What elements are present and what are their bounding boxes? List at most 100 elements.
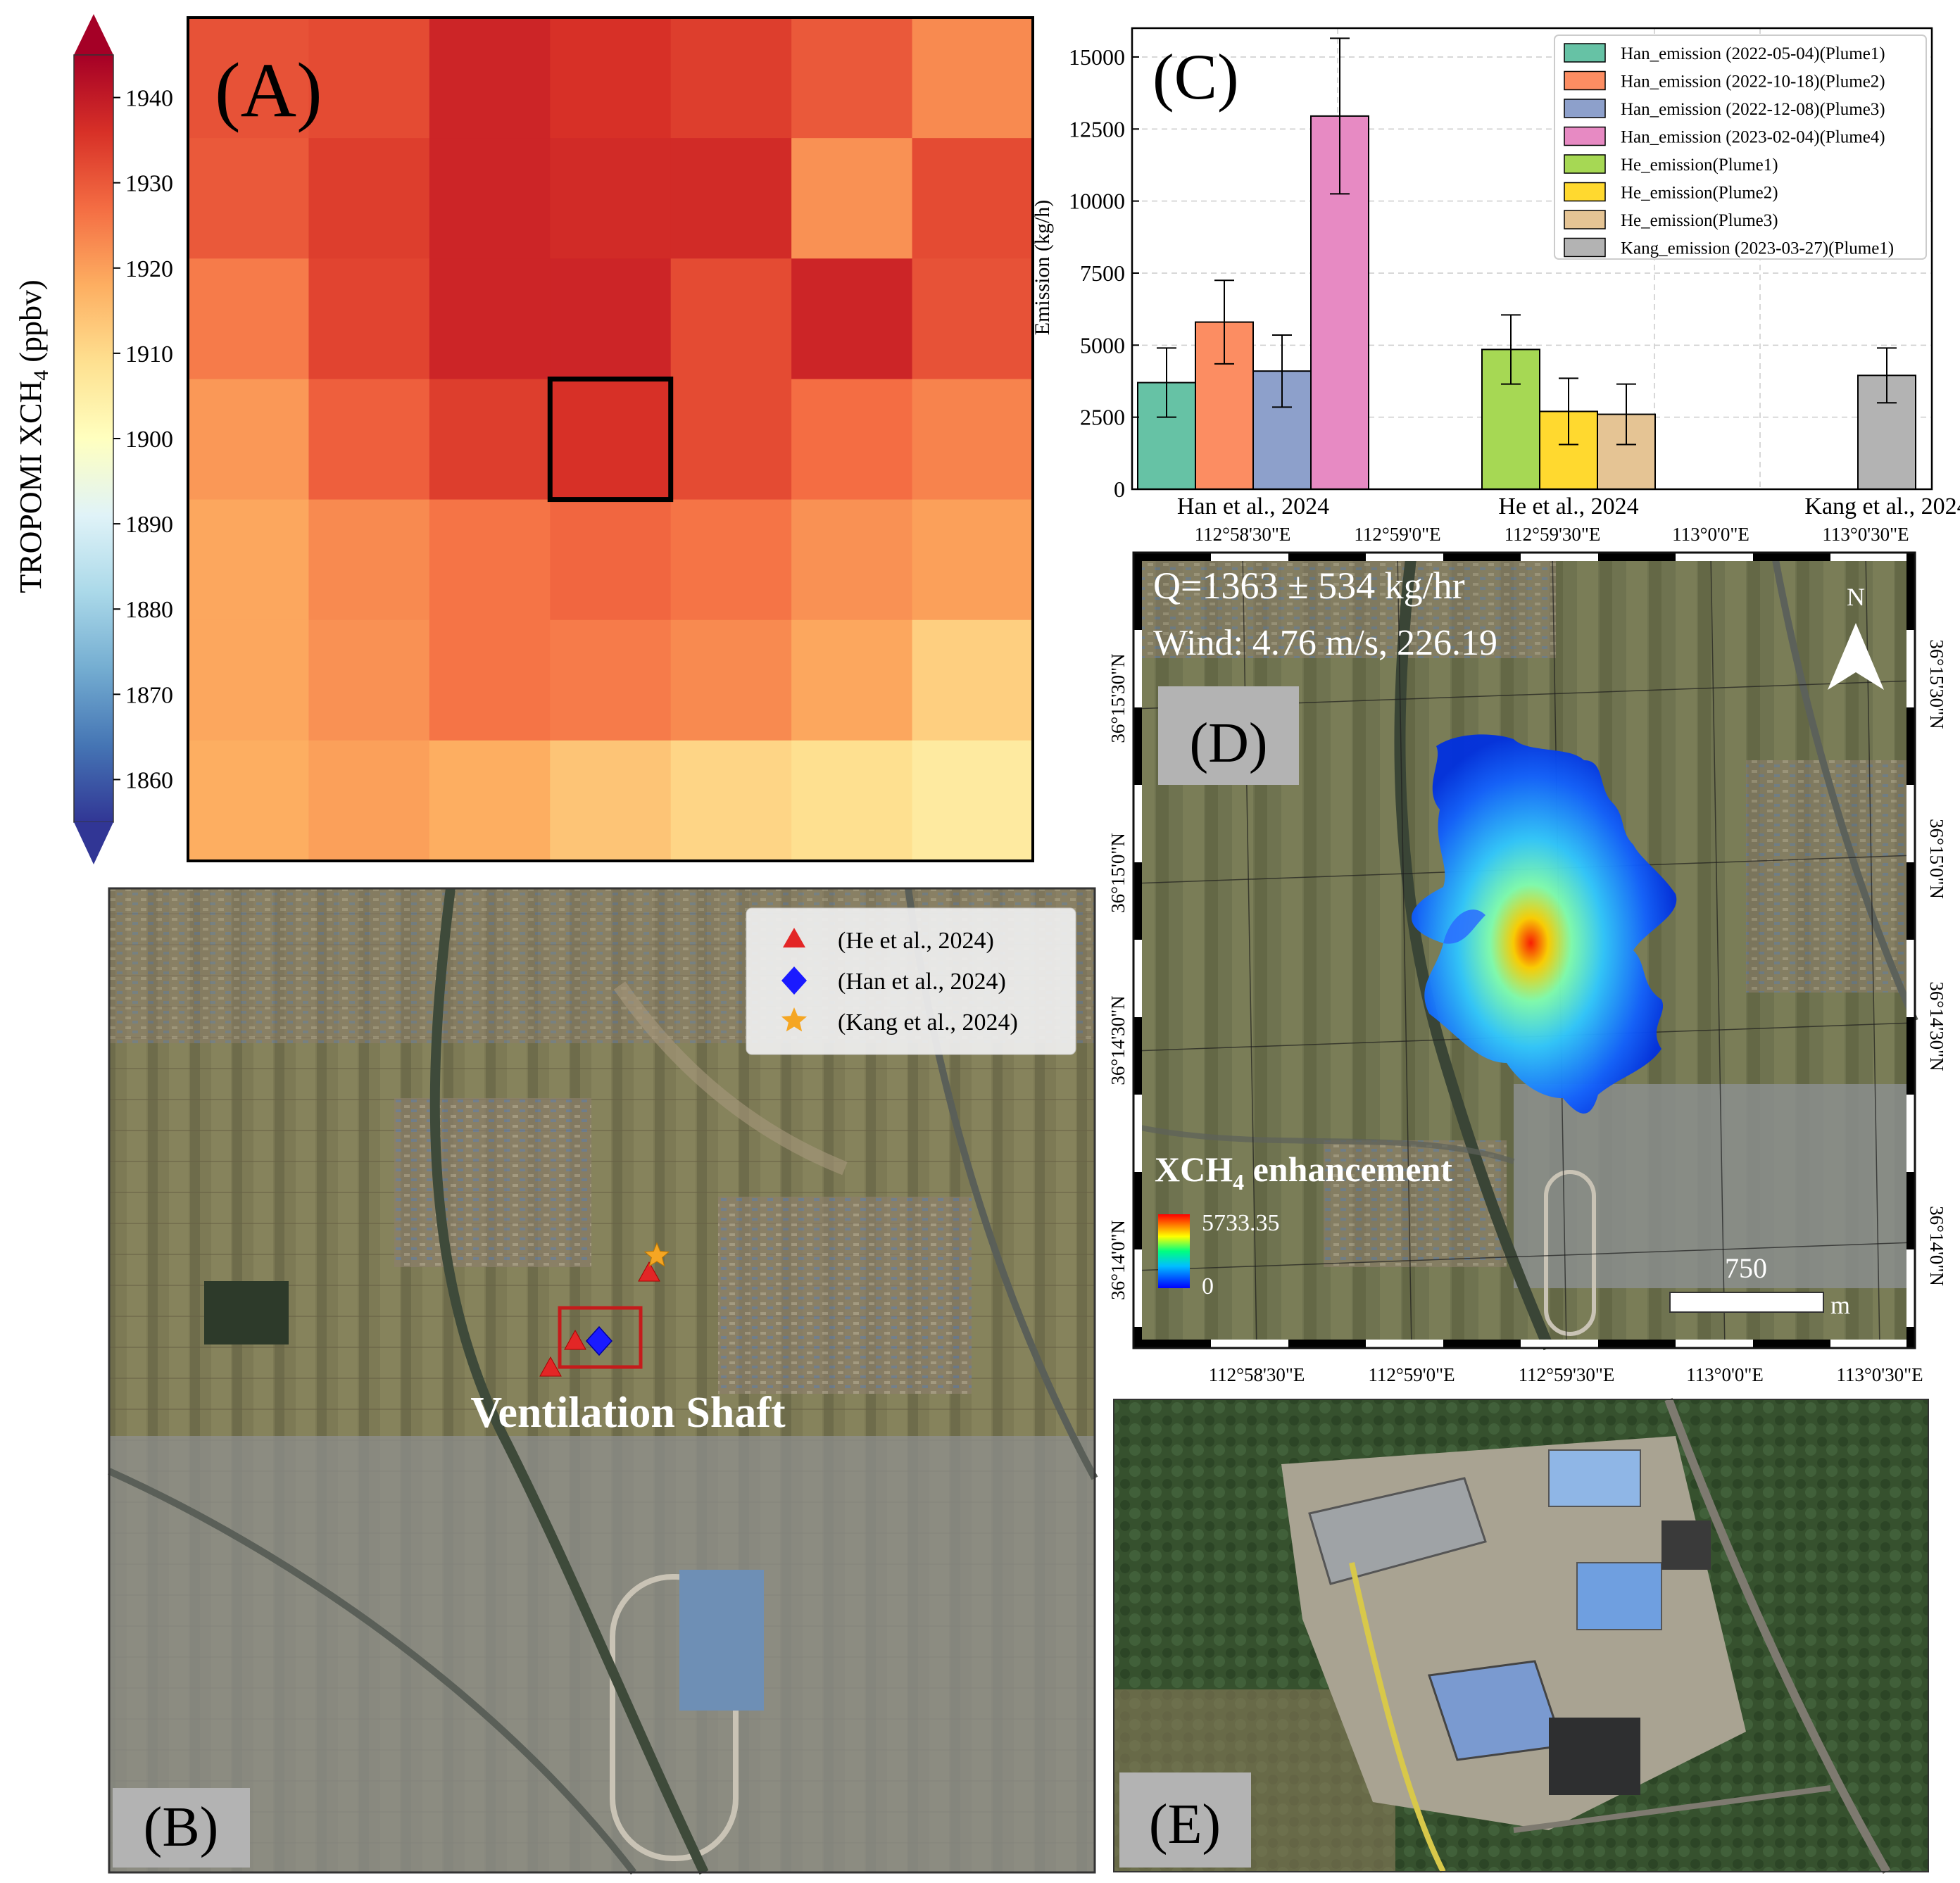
- lat-tick-label-left: 36°15'0"N: [1107, 833, 1129, 913]
- panel-c-label: (C): [1152, 41, 1239, 113]
- bar-chart-group-label: He et al., 2024: [1498, 493, 1638, 519]
- methane-plume-fringe: [1443, 909, 1485, 944]
- bar-chart-frame: [1131, 27, 1933, 491]
- map-d-frame-segment: [1906, 785, 1915, 862]
- map-d-frame-segment: [1133, 1172, 1142, 1249]
- heatmap-cell: [912, 740, 1034, 862]
- satellite-photo-e: [1114, 1397, 1928, 1874]
- heatmap-panel-a: [188, 18, 1034, 862]
- panel-e-label: (E): [1149, 1794, 1221, 1856]
- kang-marker: [643, 1242, 670, 1267]
- map-d-frame-segment: [1906, 1172, 1915, 1249]
- panel-e-label-box: [1119, 1772, 1251, 1868]
- heatmap-cell: [550, 18, 672, 139]
- colorbar: 1860 1870 1880 1890 1900 1910 1920 1930 1940 TRO…: [13, 14, 173, 864]
- colorbar-tick-label: 1910: [125, 341, 173, 367]
- map-d-frame-segment: [1906, 707, 1915, 785]
- heatmap-cell: [550, 138, 672, 259]
- bar-chart-ytick-label: 5000: [1080, 332, 1125, 358]
- map-d-frame-segment: [1906, 1327, 1915, 1348]
- colorbar-tick-label: 1870: [125, 682, 173, 708]
- panel-b-label-box: [113, 1788, 250, 1868]
- map-d-frame-segment: [1366, 1340, 1443, 1348]
- lon-tick-label-top: 112°59'0"E: [1354, 524, 1440, 545]
- photo-e-conveyor: [1349, 1562, 1446, 1873]
- wind-text: Wind: 4.76 m/s, 226.19: [1153, 623, 1497, 663]
- map-d-frame-segment: [1598, 553, 1676, 561]
- heatmap-cell: [429, 379, 551, 500]
- photo-e-dark-block: [1661, 1520, 1711, 1570]
- map-d-frame-segment: [1133, 707, 1142, 785]
- map-d-frame-segment: [1906, 1249, 1915, 1327]
- legend-entry-label: Han_emission (2022-12-08)(Plume3): [1621, 100, 1885, 119]
- map-d-frame-segment: [1830, 553, 1908, 561]
- map-d-frame-segment: [1906, 1017, 1915, 1095]
- photo-e-dark-structure: [1549, 1718, 1640, 1795]
- map-b-road-south: [107, 1468, 636, 1875]
- map-d-frame-segment: [1133, 785, 1142, 862]
- north-arrow-label: N: [1847, 583, 1865, 611]
- map-d-frame-segment: [1133, 553, 1142, 630]
- heatmap-cell: [429, 619, 551, 741]
- enhancement-title: XCH4 enhancement: [1155, 1150, 1452, 1195]
- map-d-frame-segment: [1906, 862, 1915, 940]
- heatmap-cell: [188, 619, 310, 741]
- map-b-track: [610, 1574, 739, 1861]
- heatmap-cell: [429, 258, 551, 380]
- map-d-frame-segment: [1133, 1327, 1142, 1348]
- heatmap-cell: [791, 258, 913, 380]
- heatmap-cell: [308, 499, 430, 621]
- map-d-frame-segment: [1906, 630, 1915, 707]
- heatmap-cell: [308, 18, 430, 139]
- map-d-frame-segment: [1211, 1340, 1288, 1348]
- colorbar-tick-label: 1940: [125, 86, 173, 112]
- heatmap-cell: [912, 258, 1034, 380]
- heatmap-cell: [188, 499, 310, 621]
- heatmap-cell: [791, 499, 913, 621]
- heatmap-cell: [308, 258, 430, 380]
- map-d-frame-segment: [1288, 1340, 1366, 1348]
- map-d-frame-segment: [1906, 940, 1915, 1017]
- bar-chart-group-label: Han et al., 2024: [1177, 493, 1329, 519]
- legend-entry-label: Kang_emission (2023-03-27)(Plume1): [1621, 239, 1894, 258]
- lon-tick-label-bottom: 112°58'30"E: [1209, 1364, 1305, 1385]
- map-d-meridian: [1710, 552, 1726, 1349]
- map-d-track: [1544, 1170, 1596, 1336]
- legend-kang-symbol: [781, 1007, 808, 1032]
- lon-tick-label-bottom: 112°59'30"E: [1519, 1364, 1615, 1385]
- heatmap-cell: [308, 619, 430, 741]
- he-marker-3: [638, 1261, 660, 1282]
- panel-d-label-box: [1158, 686, 1299, 785]
- he-marker-2: [564, 1329, 586, 1350]
- heatmap-cell: [791, 619, 913, 741]
- photo-e-blue-roof-1: [1548, 1449, 1641, 1507]
- lon-tick-label-bottom: 113°0'30"E: [1836, 1364, 1923, 1385]
- legend-han-label: (Han et al., 2024): [838, 969, 1006, 995]
- lat-tick-label-right: 36°14'0"N: [1926, 1206, 1947, 1286]
- bar-chart-legend-box: [1554, 34, 1927, 260]
- map-d-frame-segment: [1133, 630, 1142, 707]
- bar-chart-ytick-label: 7500: [1080, 260, 1125, 286]
- colorbar-label: TROPOMI XCH4 (ppbv): [13, 279, 53, 593]
- map-d-frame-segment: [1366, 553, 1443, 561]
- bar-chart-ylabel: Emission (kg/h): [1031, 200, 1054, 336]
- heatmap-cell: [308, 740, 430, 862]
- map-b-factory-roof: [679, 1570, 764, 1711]
- heatmap-cell: [912, 379, 1034, 500]
- heatmap-cell: [670, 18, 792, 139]
- legend-swatch: [1564, 99, 1606, 118]
- heatmap-cell: [308, 379, 430, 500]
- enhancement-min-label: 0: [1202, 1273, 1214, 1299]
- enhancement-max-label: 5733.35: [1202, 1210, 1280, 1236]
- heatmap-cell: [429, 138, 551, 259]
- lat-tick-label-right: 36°15'30"N: [1926, 639, 1947, 729]
- legend-swatch: [1564, 182, 1606, 202]
- map-d-frame-segment: [1133, 1095, 1142, 1172]
- legend-he-label: (He et al., 2024): [838, 928, 994, 954]
- map-d-frame: [1132, 551, 1916, 1349]
- heatmap-cell: [188, 138, 310, 259]
- map-d-road: [1771, 552, 1918, 1023]
- legend-swatch: [1564, 210, 1606, 229]
- bar-chart-ytick-label: 10000: [1069, 189, 1125, 214]
- heatmap-cell: [429, 18, 551, 139]
